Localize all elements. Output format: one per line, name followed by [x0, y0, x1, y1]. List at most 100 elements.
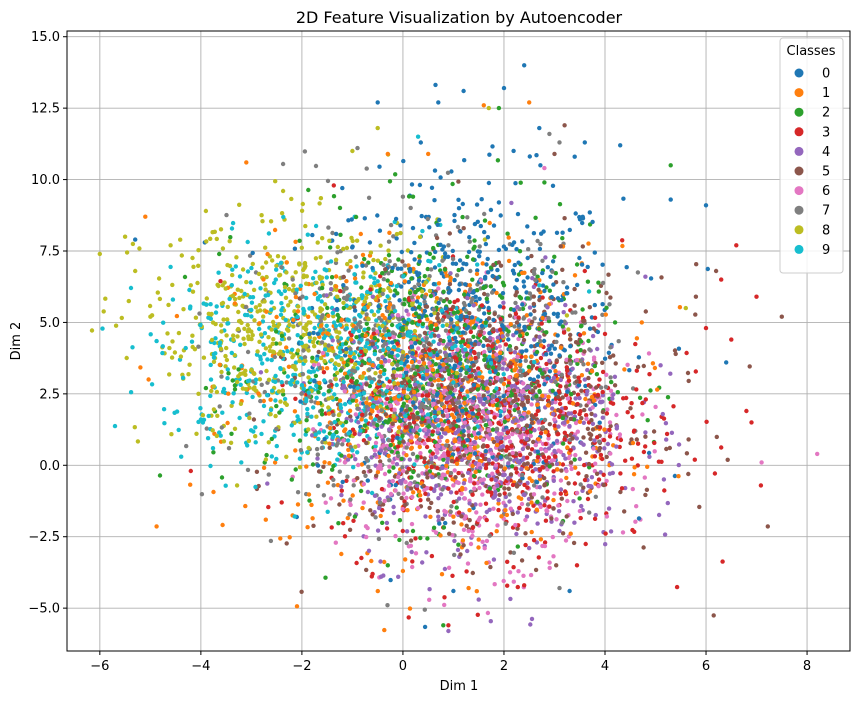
- point-class-3: [385, 397, 389, 401]
- point-class-3: [583, 478, 587, 482]
- point-class-8: [246, 323, 250, 327]
- point-class-3: [476, 613, 480, 617]
- point-class-6: [477, 486, 481, 490]
- point-class-3: [719, 277, 723, 281]
- point-class-0: [395, 436, 399, 440]
- point-class-6: [491, 507, 495, 511]
- point-class-1: [462, 401, 466, 405]
- point-class-6: [633, 520, 637, 524]
- point-class-0: [553, 347, 557, 351]
- point-class-4: [664, 437, 668, 441]
- point-class-7: [314, 164, 318, 168]
- point-class-2: [390, 323, 394, 327]
- point-class-7: [330, 231, 334, 235]
- point-class-7: [246, 468, 250, 472]
- point-class-4: [562, 421, 566, 425]
- point-class-7: [535, 239, 539, 243]
- point-class-5: [608, 295, 612, 299]
- point-class-1: [293, 240, 297, 244]
- point-class-0: [497, 200, 501, 204]
- point-class-5: [659, 275, 663, 279]
- point-class-3: [343, 534, 347, 538]
- point-class-8: [340, 357, 344, 361]
- point-class-9: [311, 405, 315, 409]
- point-class-2: [414, 311, 418, 315]
- point-class-9: [272, 281, 276, 285]
- point-class-9: [502, 372, 506, 376]
- point-class-2: [443, 267, 447, 271]
- point-class-8: [221, 317, 225, 321]
- point-class-2: [373, 336, 377, 340]
- point-class-9: [161, 344, 165, 348]
- point-class-8: [401, 350, 405, 354]
- point-class-0: [437, 301, 441, 305]
- point-class-6: [464, 514, 468, 518]
- point-class-5: [440, 427, 444, 431]
- point-class-5: [364, 382, 368, 386]
- point-class-2: [338, 233, 342, 237]
- point-class-9: [172, 411, 176, 415]
- point-class-3: [485, 444, 489, 448]
- point-class-2: [397, 538, 401, 542]
- point-class-2: [535, 350, 539, 354]
- point-class-6: [417, 393, 421, 397]
- point-class-5: [693, 312, 697, 316]
- point-class-6: [759, 460, 763, 464]
- point-class-0: [568, 228, 572, 232]
- point-class-8: [383, 257, 387, 261]
- point-class-0: [394, 483, 398, 487]
- point-class-4: [259, 370, 263, 374]
- point-class-4: [508, 597, 512, 601]
- point-class-9: [130, 345, 134, 349]
- point-class-9: [376, 279, 380, 283]
- point-class-5: [450, 386, 454, 390]
- point-class-2: [403, 297, 407, 301]
- point-class-1: [583, 397, 587, 401]
- point-class-3: [547, 504, 551, 508]
- point-class-8: [345, 246, 349, 250]
- point-class-5: [469, 405, 473, 409]
- point-class-2: [518, 295, 522, 299]
- point-class-1: [360, 506, 364, 510]
- point-class-5: [697, 505, 701, 509]
- point-class-0: [603, 357, 607, 361]
- point-class-0: [479, 224, 483, 228]
- point-class-5: [586, 427, 590, 431]
- point-class-4: [383, 359, 387, 363]
- point-class-0: [410, 182, 414, 186]
- point-class-1: [467, 508, 471, 512]
- point-class-5: [542, 483, 546, 487]
- point-class-1: [334, 274, 338, 278]
- point-class-3: [634, 387, 638, 391]
- point-class-6: [508, 440, 512, 444]
- point-class-7: [389, 223, 393, 227]
- point-class-5: [564, 384, 568, 388]
- point-class-1: [175, 314, 179, 318]
- point-class-1: [455, 462, 459, 466]
- point-class-6: [329, 496, 333, 500]
- point-class-9: [214, 310, 218, 314]
- point-class-0: [506, 337, 510, 341]
- point-class-4: [339, 493, 343, 497]
- point-class-0: [433, 265, 437, 269]
- point-class-0: [501, 291, 505, 295]
- point-class-7: [429, 267, 433, 271]
- point-class-1: [481, 261, 485, 265]
- point-class-7: [553, 380, 557, 384]
- point-class-0: [370, 266, 374, 270]
- point-class-3: [729, 337, 733, 341]
- point-class-0: [542, 382, 546, 386]
- point-class-0: [388, 578, 392, 582]
- point-class-6: [489, 451, 493, 455]
- point-class-5: [673, 348, 677, 352]
- point-class-5: [606, 273, 610, 277]
- point-class-5: [508, 361, 512, 365]
- point-class-5: [559, 468, 563, 472]
- point-class-5: [686, 371, 690, 375]
- point-class-5: [426, 497, 430, 501]
- point-class-3: [410, 559, 414, 563]
- point-class-1: [514, 363, 518, 367]
- point-class-8: [360, 375, 364, 379]
- point-class-5: [458, 552, 462, 556]
- point-class-2: [407, 194, 411, 198]
